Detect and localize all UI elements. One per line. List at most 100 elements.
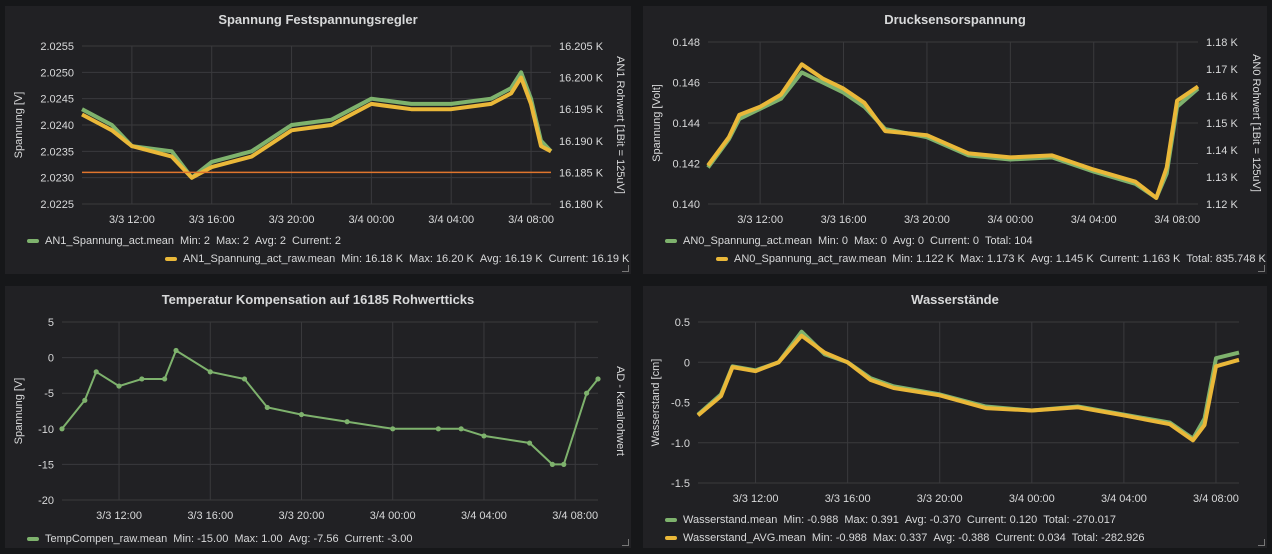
- legend-stat: Min: 16.18 K: [341, 253, 404, 265]
- x-tick-label: 3/3 20:00: [269, 214, 315, 226]
- resize-handle[interactable]: [1258, 539, 1265, 546]
- data-point[interactable]: [561, 461, 567, 467]
- legend-stat: Max: 0: [854, 235, 888, 247]
- legend-swatch: [665, 536, 677, 540]
- series-line[interactable]: [696, 333, 1240, 443]
- legend-stat: Avg: -0.370: [904, 514, 961, 526]
- x-tick-label: 3/3 16:00: [825, 493, 871, 505]
- chart-wasserstaende: 0.5 0 -0.5 -1.0 -1.5 3/3 12:00 3/3 16:00 3/3 20…: [650, 317, 1240, 505]
- y-tick-label: 2.0245: [40, 94, 74, 106]
- resize-handle[interactable]: [622, 265, 629, 272]
- legend-item[interactable]: TempCompen_raw.mean Min: -15.00 Max: 1.00 A…: [27, 533, 418, 545]
- legend-stat: Min: -0.988: [783, 514, 839, 526]
- legend-stat: Max: 16.20 K: [409, 253, 474, 265]
- data-point[interactable]: [241, 376, 248, 382]
- data-point[interactable]: [207, 369, 213, 375]
- panel-title[interactable]: Drucksensorspannung: [884, 12, 1026, 27]
- y2-tick-label: 1.15 K: [1206, 118, 1238, 130]
- y-tick-label: -5: [44, 388, 54, 400]
- data-point[interactable]: [458, 426, 464, 432]
- y-tick-label: 0.146: [672, 78, 700, 90]
- y2-tick-label: 16.180 K: [559, 199, 604, 211]
- x-tick-label: 3/3 12:00: [737, 214, 783, 226]
- data-point[interactable]: [173, 347, 179, 354]
- x-tick-label: 3/4 08:00: [508, 214, 554, 226]
- panel-wasserstaende[interactable]: Wasserstände 0.5 0 -0.5 -1.0 -1.5 3/3 12:00 3/…: [643, 286, 1267, 548]
- y-axis-label: Wasserstand [cm]: [650, 359, 662, 447]
- legend-stat: Total: 104: [984, 235, 1033, 247]
- legend-series-name[interactable]: AN1_Spannung_act.mean: [45, 235, 175, 247]
- legend-item[interactable]: Wasserstand.mean Min: -0.988 Max: 0.391 Avg…: [665, 514, 1122, 526]
- data-point[interactable]: [59, 426, 65, 432]
- y-tick-label: -1.5: [671, 478, 690, 490]
- resize-handle[interactable]: [1258, 265, 1265, 272]
- x-tick-label: 3/3 12:00: [109, 214, 155, 226]
- panel-spannung-festspannungsregler[interactable]: Spannung Festspannungsregler 2.0255 2.025…: [5, 6, 631, 274]
- x-tick-label: 3/4 04:00: [1071, 214, 1117, 226]
- data-point[interactable]: [116, 383, 122, 389]
- legend-series-name[interactable]: AN0_Spannung_act_raw.mean: [734, 253, 887, 265]
- y-tick-label: 0.148: [672, 37, 700, 49]
- legend-series-name[interactable]: Wasserstand_AVG.mean: [683, 532, 806, 544]
- panel-title[interactable]: Temperatur Kompensation auf 16185 Rohwer…: [161, 292, 475, 307]
- panel-title[interactable]: Wasserstände: [911, 292, 999, 307]
- data-point[interactable]: [93, 369, 99, 375]
- panel-temperatur-kompensation[interactable]: Temperatur Kompensation auf 16185 Rohwer…: [5, 286, 631, 548]
- data-point[interactable]: [526, 440, 533, 446]
- series-line[interactable]: [81, 75, 552, 180]
- data-point[interactable]: [82, 397, 88, 403]
- legend-swatch: [665, 239, 677, 243]
- legend-series-name[interactable]: AN1_Spannung_act_raw.mean: [183, 253, 336, 265]
- legend-stat: Max: 0.337: [872, 532, 928, 544]
- legend-series-name[interactable]: AN0_Spannung_act.mean: [683, 235, 813, 247]
- series-line[interactable]: [706, 62, 1200, 200]
- data-point[interactable]: [549, 461, 555, 467]
- data-point[interactable]: [264, 404, 270, 411]
- chart-spannung-festspannungsregler: 2.0255 2.0250 2.0245 2.0240 2.0235 2.0230 2.02…: [13, 41, 626, 226]
- legend-item[interactable]: Wasserstand_AVG.mean Min: -0.988 Max: 0.33…: [665, 532, 1151, 544]
- legend-swatch: [27, 239, 39, 243]
- legend-stat: Total: -270.017: [1043, 514, 1116, 526]
- legend-item[interactable]: AN0_Spannung_act.mean Min: 0 Max: 0 Avg: 0 C…: [665, 235, 1039, 247]
- legend-stat: Max: 1.00: [234, 533, 283, 545]
- y2-axis-label: AN0 Rohwert [1Bit = 125uV]: [1250, 54, 1262, 192]
- data-point[interactable]: [481, 433, 487, 439]
- y-tick-label: 0: [48, 353, 54, 365]
- data-point[interactable]: [390, 426, 396, 432]
- x-tick-label: 3/4 08:00: [552, 510, 598, 522]
- y2-tick-label: 16.195 K: [559, 104, 604, 116]
- y-tick-label: 2.0250: [40, 67, 74, 79]
- y2-tick-label: 1.13 K: [1206, 172, 1238, 184]
- y-tick-label: 0: [684, 357, 690, 369]
- y-tick-label: -10: [38, 424, 54, 436]
- x-tick-label: 3/4 00:00: [370, 510, 416, 522]
- x-tick-label: 3/4 00:00: [348, 214, 394, 226]
- x-tick-label: 3/4 00:00: [1009, 493, 1055, 505]
- legend-series-name[interactable]: Wasserstand.mean: [683, 514, 778, 526]
- data-point[interactable]: [139, 376, 145, 382]
- data-point[interactable]: [595, 376, 601, 382]
- x-tick-label: 3/4 04:00: [461, 510, 507, 522]
- x-tick-label: 3/3 16:00: [821, 214, 867, 226]
- data-point[interactable]: [583, 390, 590, 396]
- legend-item[interactable]: AN1_Spannung_act.mean Min: 2 Max: 2 Avg: 2 C…: [27, 235, 347, 247]
- x-tick-label: 3/3 16:00: [189, 214, 235, 226]
- resize-handle[interactable]: [622, 539, 629, 546]
- x-tick-label: 3/4 04:00: [428, 214, 474, 226]
- y-tick-label: 0.5: [675, 317, 690, 329]
- data-point[interactable]: [435, 426, 441, 432]
- legend-item[interactable]: AN1_Spannung_act_raw.mean Min: 16.18 K Max…: [165, 253, 635, 265]
- legend-stat: Min: 1.122 K: [892, 253, 955, 265]
- data-point[interactable]: [298, 411, 305, 418]
- panel-title[interactable]: Spannung Festspannungsregler: [218, 12, 418, 27]
- x-tick-label: 3/4 00:00: [987, 214, 1033, 226]
- data-point[interactable]: [344, 419, 350, 425]
- series-line[interactable]: [61, 349, 599, 466]
- panel-drucksensorspannung[interactable]: Drucksensorspannung 0.148 0.146 0.144 0.142…: [643, 6, 1267, 274]
- data-point[interactable]: [162, 376, 168, 382]
- legend-stat: Current: 2: [292, 235, 341, 247]
- legend-item[interactable]: AN0_Spannung_act_raw.mean Min: 1.122 K Max…: [716, 253, 1272, 265]
- y-tick-label: -1.0: [671, 438, 690, 450]
- y2-axis-label: AN1 Rohwert [1Bit = 125uV]: [614, 56, 626, 194]
- legend-series-name[interactable]: TempCompen_raw.mean: [45, 533, 168, 545]
